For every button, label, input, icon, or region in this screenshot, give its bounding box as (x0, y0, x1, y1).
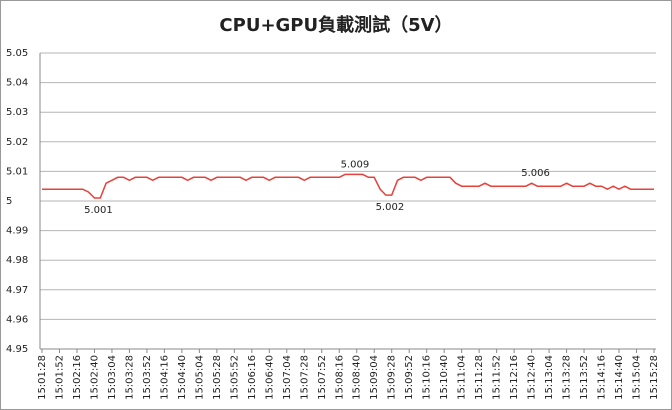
x-tick-label: 15:08:16 (334, 355, 345, 400)
y-tick-label: 4.99 (6, 226, 28, 237)
y-tick-label: 5.01 (6, 166, 28, 177)
y-tick-label: 5.04 (6, 78, 28, 89)
x-tick-label: 15:15:04 (632, 355, 643, 400)
x-tick-label: 15:07:28 (299, 355, 310, 400)
x-tick-label: 15:09:04 (369, 355, 380, 400)
data-label: 5.006 (521, 168, 550, 179)
x-tick-label: 15:03:28 (124, 355, 135, 400)
x-tick-label: 15:03:04 (107, 355, 118, 400)
x-tick-label: 15:14:40 (614, 355, 625, 400)
y-tick-label: 4.98 (6, 255, 28, 266)
x-tick-label: 15:13:04 (544, 355, 555, 400)
x-tick-label: 15:05:52 (229, 355, 240, 400)
x-tick-label: 15:01:28 (37, 355, 48, 400)
x-tick-label: 15:11:04 (457, 355, 468, 400)
x-tick-label: 15:12:16 (509, 355, 520, 400)
data-line (42, 173, 654, 199)
x-tick-label: 15:10:16 (422, 355, 433, 400)
x-tick-label: 15:06:16 (247, 355, 258, 400)
y-tick-label: 5.03 (6, 107, 28, 118)
x-tick-label: 15:05:04 (194, 355, 205, 400)
x-tick-label: 15:06:40 (264, 355, 275, 400)
x-tick-label: 15:02:16 (72, 355, 83, 400)
x-tick-label: 15:14:16 (597, 355, 608, 400)
x-tick-label: 15:07:52 (317, 355, 328, 400)
y-tick-label: 5 (6, 196, 12, 207)
x-tick-label: 15:02:40 (89, 355, 100, 400)
x-tick-label: 15:11:52 (492, 355, 503, 400)
x-tick-label: 15:04:16 (159, 355, 170, 400)
data-label: 5.002 (376, 202, 405, 213)
data-label: 5.001 (84, 205, 113, 216)
data-label: 5.009 (341, 159, 370, 170)
y-tick-label: 4.96 (6, 314, 28, 325)
x-tick-label: 15:09:52 (404, 355, 415, 400)
x-tick-label: 15:10:40 (439, 355, 450, 400)
x-tick-label: 15:03:52 (142, 355, 153, 400)
y-tick-label: 5.02 (6, 137, 28, 148)
x-tick-label: 15:12:40 (527, 355, 538, 400)
x-tick-label: 15:13:28 (562, 355, 573, 400)
x-tick-label: 15:15:28 (649, 355, 660, 400)
x-tick-label: 15:04:40 (177, 355, 188, 400)
x-tick-label: 15:11:28 (474, 355, 485, 400)
x-tick-label: 15:05:28 (212, 355, 223, 400)
y-tick-label: 5.05 (6, 48, 28, 59)
x-tick-label: 15:13:52 (579, 355, 590, 400)
x-tick-label: 15:08:40 (352, 355, 363, 400)
x-tick-label: 15:09:28 (387, 355, 398, 400)
x-tick-label: 15:07:04 (282, 355, 293, 400)
y-tick-label: 4.97 (6, 285, 28, 296)
x-tick-label: 15:01:52 (54, 355, 65, 400)
y-tick-label: 4.95 (6, 344, 28, 355)
chart-title: CPU+GPU負載測試（5V） (219, 14, 452, 36)
